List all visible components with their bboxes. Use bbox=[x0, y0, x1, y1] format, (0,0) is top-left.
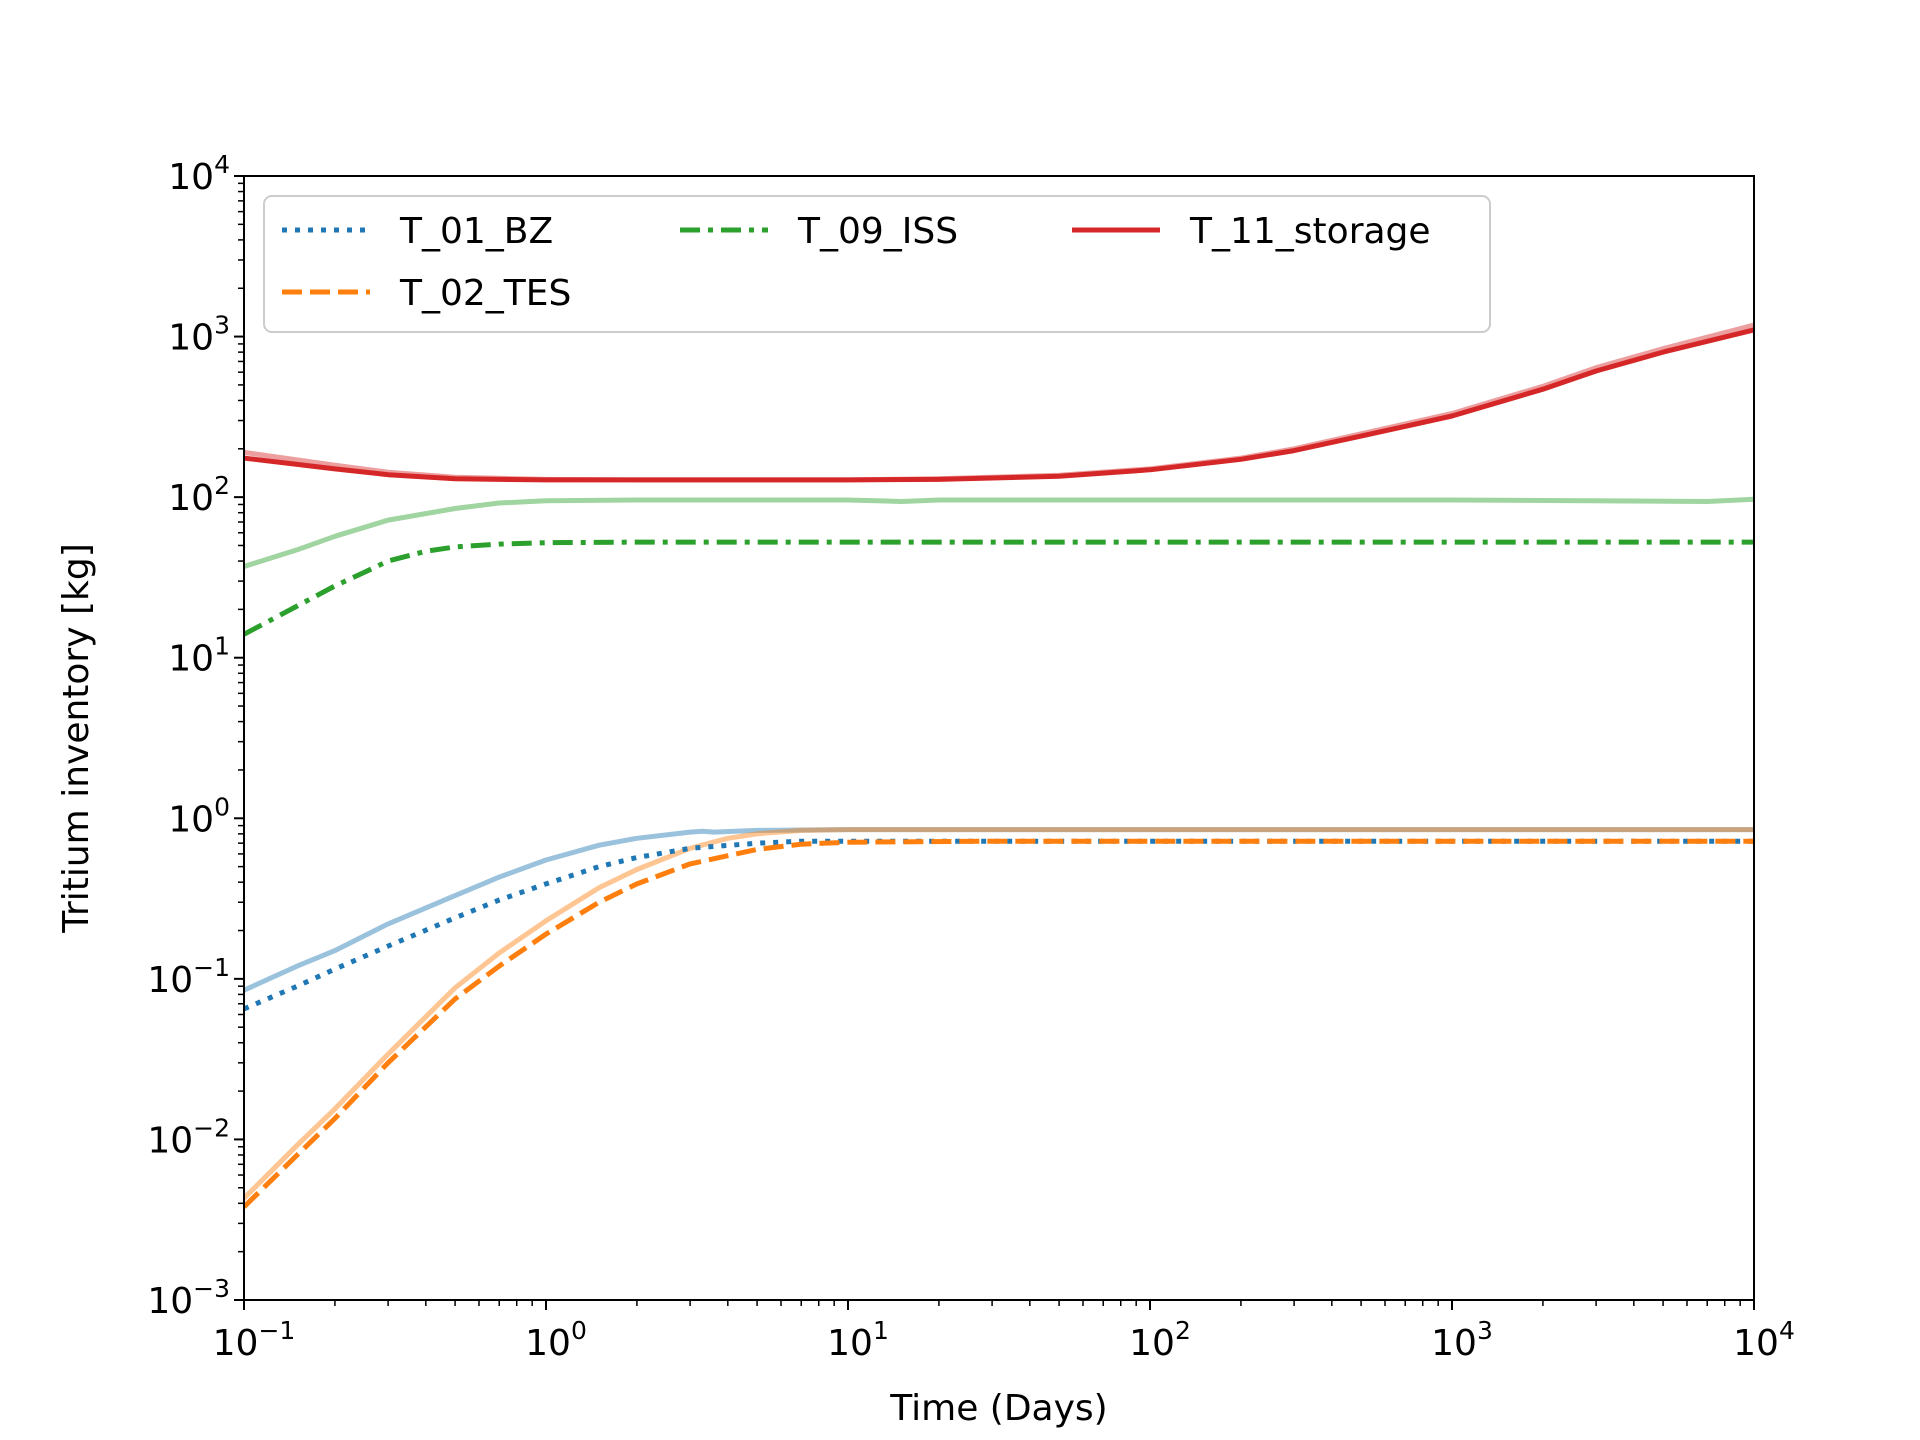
legend-label-T_01_BZ: T_01_BZ bbox=[399, 211, 553, 252]
y-tick-label: 100 bbox=[168, 792, 230, 840]
x-tick-label: 104 bbox=[1733, 1316, 1795, 1364]
plot-frame bbox=[243, 175, 1755, 1301]
faded-series-5-line bbox=[244, 496, 1754, 569]
x-tick-label: 100 bbox=[525, 1316, 587, 1364]
x-tick-label: 10−1 bbox=[213, 1316, 296, 1364]
y-tick-label: 104 bbox=[168, 150, 230, 198]
y-tick-label: 102 bbox=[168, 471, 230, 519]
legend: T_01_BZ T_02_TES T_09_ISS T_11_storage bbox=[263, 195, 1491, 333]
legend-box bbox=[263, 195, 1491, 333]
x-tick-label: 102 bbox=[1129, 1316, 1191, 1364]
T_02_TES-line bbox=[244, 838, 1754, 1209]
y-tick-label: 103 bbox=[168, 311, 230, 359]
legend-label-T_09_ISS: T_09_ISS bbox=[797, 211, 958, 252]
y-tick-label: 10−3 bbox=[147, 1274, 230, 1322]
y-tick-label: 10−1 bbox=[147, 953, 230, 1001]
series-layer bbox=[244, 322, 1754, 1209]
T_09_ISS-line bbox=[244, 539, 1754, 637]
faded-series-1-line bbox=[244, 827, 1754, 993]
legend-label-T_11_storage: T_11_storage bbox=[1189, 211, 1431, 252]
x-tick-label: 101 bbox=[827, 1316, 889, 1364]
ticks-layer: 10−1 100 101 102 103 104 10−3 10−2 10−1 100 101 102… bbox=[147, 150, 1795, 1364]
y-tick-label: 101 bbox=[168, 632, 230, 680]
x-axis-label: Time (Days) bbox=[889, 1388, 1107, 1429]
faded-series-3-line bbox=[244, 827, 1754, 1201]
y-axis-label: Tritium inventory [kg] bbox=[56, 543, 97, 934]
T_11_storage-line bbox=[244, 327, 1754, 483]
x-tick-label: 103 bbox=[1431, 1316, 1493, 1364]
y-tick-label: 10−2 bbox=[147, 1113, 230, 1161]
legend-label-T_02_TES: T_02_TES bbox=[399, 273, 571, 314]
